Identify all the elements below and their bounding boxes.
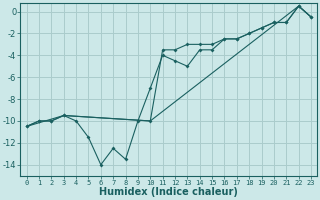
X-axis label: Humidex (Indice chaleur): Humidex (Indice chaleur) (100, 187, 238, 197)
